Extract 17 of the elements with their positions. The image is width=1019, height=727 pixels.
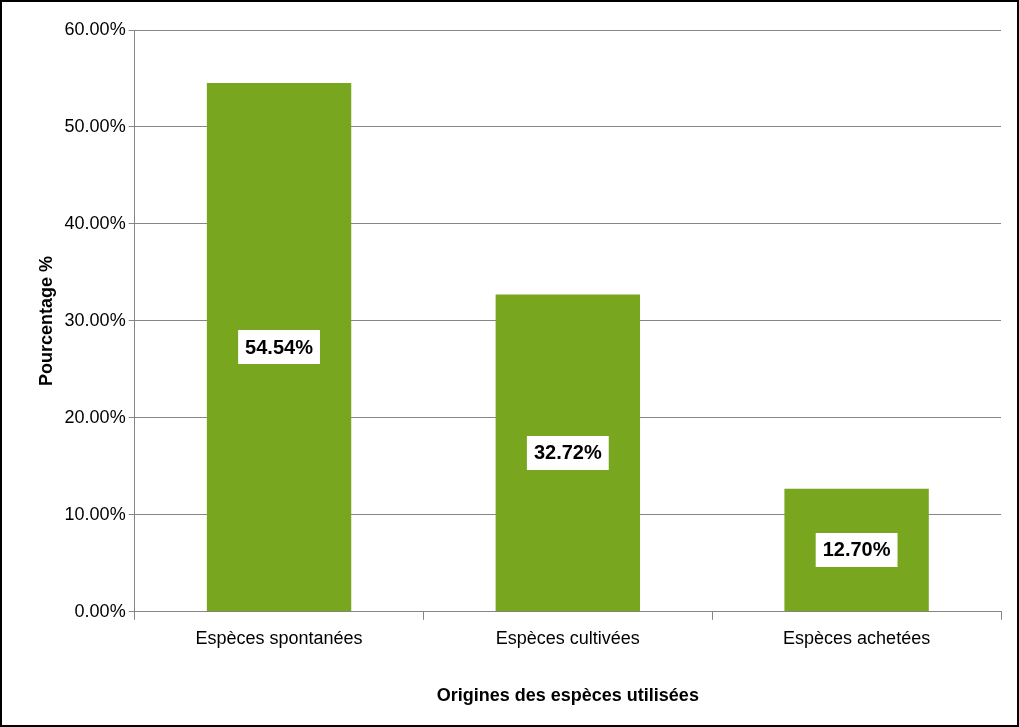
data-label: 12.70% xyxy=(822,538,891,561)
y-tick-label: 60.00% xyxy=(64,18,126,39)
y-tick-label: 50.00% xyxy=(64,115,126,136)
x-tick-label: Espèces cultivées xyxy=(495,627,640,648)
y-tick-label: 30.00% xyxy=(64,309,126,330)
data-label: 54.54% xyxy=(245,335,314,358)
y-axis-title: Pourcentage % xyxy=(35,255,56,386)
bar xyxy=(495,294,641,612)
x-tick-label: Espèces achetées xyxy=(783,627,931,648)
data-label: 32.72% xyxy=(533,441,602,464)
y-tick-label: 40.00% xyxy=(64,212,126,233)
x-axis-title: Origines des espèces utilisées xyxy=(436,685,699,706)
y-tick-label: 0.00% xyxy=(74,600,126,621)
bar xyxy=(206,82,352,612)
y-tick-label: 10.00% xyxy=(64,503,126,524)
x-tick-label: Espèces spontanées xyxy=(195,627,363,648)
y-tick-label: 20.00% xyxy=(64,406,126,427)
